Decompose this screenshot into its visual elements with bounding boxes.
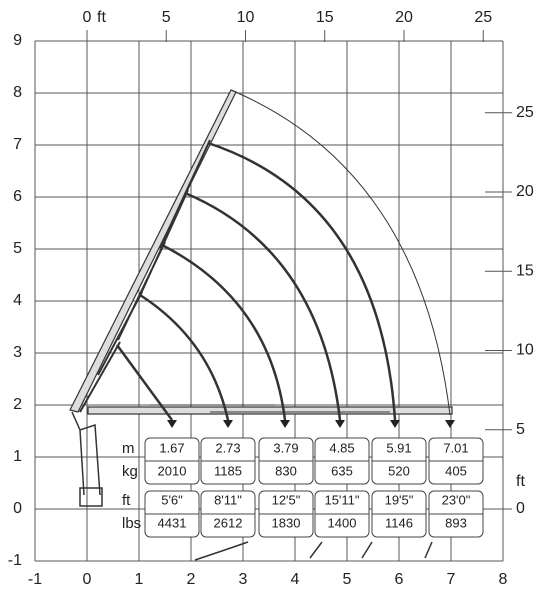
y-tick-label: 7	[13, 136, 22, 153]
y-tick-label: 6	[13, 188, 22, 205]
load-table: m kg ft lbs 1.67 2010 5'6" 4431 2.73 1185 8'11" 261…	[122, 437, 484, 538]
cell-value: 15'11"	[324, 492, 359, 507]
cell-value: 2.73	[215, 440, 240, 455]
cell-value: 4431	[158, 515, 187, 530]
top-tick-label: 15	[316, 9, 334, 26]
cell-value: 12'5"	[272, 492, 301, 507]
x-tick-label: 1	[135, 571, 144, 588]
y-tick-label: 0	[13, 500, 22, 517]
cell-value: 2010	[158, 463, 187, 478]
cell-value: 1830	[272, 515, 301, 530]
top-unit: ft	[97, 9, 106, 26]
cell-value: 830	[275, 463, 297, 478]
row-label: kg	[122, 463, 138, 480]
y-tick-label: 9	[13, 32, 22, 49]
right-tick-label: 0	[516, 500, 525, 517]
crane-drawing	[69, 89, 455, 561]
y-tick-label: -1	[8, 552, 22, 569]
cell-value: 5.91	[386, 440, 411, 455]
y-tick-label: 1	[13, 448, 22, 465]
right-tick-label: 10	[516, 342, 534, 359]
x-tick-label: 2	[187, 571, 196, 588]
cell-value: 520	[388, 463, 410, 478]
cell-value: 4.85	[329, 440, 354, 455]
x-tick-label: 7	[447, 571, 456, 588]
cell-value: 1.67	[159, 440, 184, 455]
cell-value: 19'5"	[385, 492, 414, 507]
right-unit: ft	[516, 473, 525, 490]
cell-value: 5'6"	[161, 492, 183, 507]
cell-value: 893	[445, 515, 467, 530]
right-tick-label: 25	[516, 104, 534, 121]
row-label: lbs	[122, 515, 141, 532]
x-tick-label: 3	[239, 571, 248, 588]
y-tick-label: 8	[13, 84, 22, 101]
y-tick-label: 3	[13, 344, 22, 361]
cell-value: 405	[445, 463, 467, 478]
row-label: m	[122, 440, 135, 457]
x-tick-label: 8	[499, 571, 508, 588]
cell-value: 1146	[385, 515, 413, 530]
cell-value: 8'11"	[214, 492, 242, 507]
cell-value: 2612	[214, 515, 243, 530]
y-tick-label: 2	[13, 396, 22, 413]
cell-value: 1185	[214, 463, 242, 478]
x-tick-label: 4	[291, 571, 300, 588]
cell-value: 1400	[328, 515, 357, 530]
y-tick-label: 5	[13, 240, 22, 257]
right-tick-label: 15	[516, 262, 534, 279]
cell-value: 7.01	[443, 440, 468, 455]
cell-value: 635	[331, 463, 353, 478]
x-tick-label: -1	[28, 571, 42, 588]
y-tick-label: 4	[13, 292, 22, 309]
top-tick-label: 10	[237, 9, 255, 26]
top-tick-label: 25	[474, 9, 492, 26]
right-tick-label: 20	[516, 183, 534, 200]
top-tick-label: 5	[162, 9, 171, 26]
x-tick-label: 0	[83, 571, 92, 588]
cell-value: 3.79	[273, 440, 298, 455]
top-tick-label: 0	[83, 9, 92, 26]
cell-value: 23'0"	[442, 492, 471, 507]
row-label: ft	[122, 492, 131, 509]
x-tick-label: 6	[395, 571, 404, 588]
top-tick-label: 20	[395, 9, 413, 26]
right-tick-label: 5	[516, 421, 525, 438]
x-tick-label: 5	[343, 571, 352, 588]
